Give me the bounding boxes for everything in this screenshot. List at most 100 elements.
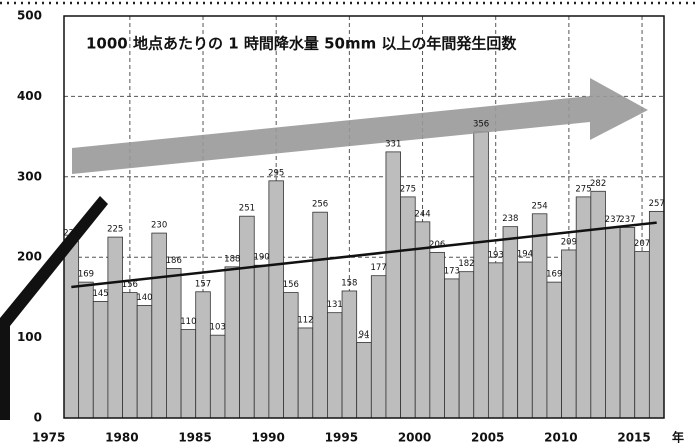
bar bbox=[385, 151, 401, 419]
bar bbox=[561, 249, 577, 419]
bar bbox=[78, 281, 94, 419]
x-tick-label: 1980 bbox=[105, 431, 138, 445]
bar bbox=[487, 262, 504, 419]
bar bbox=[63, 240, 80, 419]
bar bbox=[531, 213, 548, 419]
bar bbox=[297, 327, 314, 419]
x-tick-label: 1990 bbox=[251, 431, 284, 445]
pointer-decoration bbox=[0, 196, 108, 420]
value-label: 173 bbox=[444, 266, 460, 276]
bar bbox=[473, 131, 489, 419]
bar bbox=[341, 290, 358, 419]
y-tick-label: 500 bbox=[17, 9, 42, 23]
bar bbox=[239, 215, 255, 419]
bar bbox=[400, 196, 416, 419]
bar bbox=[209, 334, 226, 419]
bar bbox=[122, 292, 138, 419]
bar bbox=[370, 275, 387, 419]
bar bbox=[107, 236, 123, 419]
value-label: 251 bbox=[239, 204, 255, 214]
value-label: 158 bbox=[341, 278, 357, 288]
value-label: 194 bbox=[517, 250, 533, 260]
y-tick-label: 200 bbox=[17, 250, 42, 264]
value-label: 94 bbox=[359, 330, 370, 340]
bar bbox=[590, 190, 606, 419]
value-label: 275 bbox=[400, 184, 416, 194]
bar bbox=[283, 292, 299, 419]
value-label: 209 bbox=[561, 237, 577, 247]
value-label: 103 bbox=[210, 323, 226, 333]
bar bbox=[253, 264, 270, 419]
value-label: 188 bbox=[224, 254, 240, 264]
value-label: 112 bbox=[297, 315, 313, 325]
value-label: 254 bbox=[531, 201, 547, 211]
value-label: 282 bbox=[590, 179, 606, 189]
y-tick-label: 0 bbox=[34, 411, 42, 425]
bar bbox=[619, 227, 636, 419]
value-label: 237 bbox=[619, 215, 635, 225]
value-label: 275 bbox=[575, 184, 591, 194]
x-tick-label: 1985 bbox=[178, 431, 211, 445]
bar bbox=[502, 226, 519, 419]
bar bbox=[546, 281, 562, 419]
bar bbox=[444, 278, 460, 419]
value-label: 110 bbox=[180, 317, 196, 327]
value-label: 169 bbox=[78, 270, 94, 280]
value-label: 230 bbox=[151, 221, 167, 231]
bar bbox=[517, 261, 533, 419]
trend-line bbox=[71, 221, 657, 289]
x-axis-unit: 年 bbox=[672, 430, 684, 445]
value-label: 295 bbox=[268, 168, 284, 178]
bar bbox=[180, 329, 197, 419]
bar bbox=[605, 227, 621, 419]
value-label: 257 bbox=[649, 199, 665, 209]
x-tick-label: 2000 bbox=[398, 431, 431, 445]
value-label: 237 bbox=[605, 215, 621, 225]
y-tick-label: 300 bbox=[17, 169, 42, 183]
value-label: 193 bbox=[488, 250, 504, 260]
trend-arrow-decoration bbox=[72, 78, 648, 174]
x-tick-label: 2010 bbox=[544, 431, 577, 445]
bar bbox=[458, 271, 475, 419]
bar bbox=[312, 211, 328, 419]
value-label: 331 bbox=[385, 139, 401, 149]
value-label: 225 bbox=[107, 225, 123, 235]
value-label: 244 bbox=[414, 209, 430, 219]
bar bbox=[166, 268, 182, 419]
plot-frame bbox=[63, 15, 665, 419]
value-label: 356 bbox=[473, 119, 489, 129]
bar bbox=[356, 342, 372, 419]
value-label: 131 bbox=[327, 300, 343, 310]
x-tick-label: 2005 bbox=[471, 431, 504, 445]
y-tick-label: 100 bbox=[17, 330, 42, 344]
bar bbox=[268, 180, 284, 419]
value-label: 220 bbox=[63, 229, 79, 239]
value-label: 145 bbox=[92, 289, 108, 299]
value-label: 177 bbox=[371, 263, 387, 273]
bar bbox=[414, 221, 431, 419]
value-label: 206 bbox=[429, 240, 445, 250]
bar bbox=[429, 251, 445, 419]
x-tick-label: 2015 bbox=[617, 431, 650, 445]
value-label: 256 bbox=[312, 200, 328, 210]
bar bbox=[648, 210, 665, 419]
bar bbox=[195, 291, 211, 419]
bar bbox=[92, 301, 109, 419]
value-label: 238 bbox=[502, 214, 518, 224]
value-label: 190 bbox=[253, 253, 269, 263]
value-label: 207 bbox=[634, 239, 650, 249]
value-label: 186 bbox=[166, 256, 182, 266]
bar bbox=[136, 305, 153, 419]
value-label: 157 bbox=[195, 279, 211, 289]
bar bbox=[151, 232, 167, 419]
value-label: 156 bbox=[122, 280, 138, 290]
value-label: 156 bbox=[283, 280, 299, 290]
chart-title: 1000 地点あたりの 1 時間降水量 50mm 以上の年間発生回数 bbox=[86, 35, 517, 53]
y-tick-label: 400 bbox=[17, 89, 42, 103]
bar bbox=[327, 312, 343, 419]
x-tick-label: 1995 bbox=[325, 431, 358, 445]
value-label: 169 bbox=[546, 270, 562, 280]
bar bbox=[224, 266, 241, 419]
value-label: 140 bbox=[136, 293, 152, 303]
bar bbox=[634, 251, 650, 419]
